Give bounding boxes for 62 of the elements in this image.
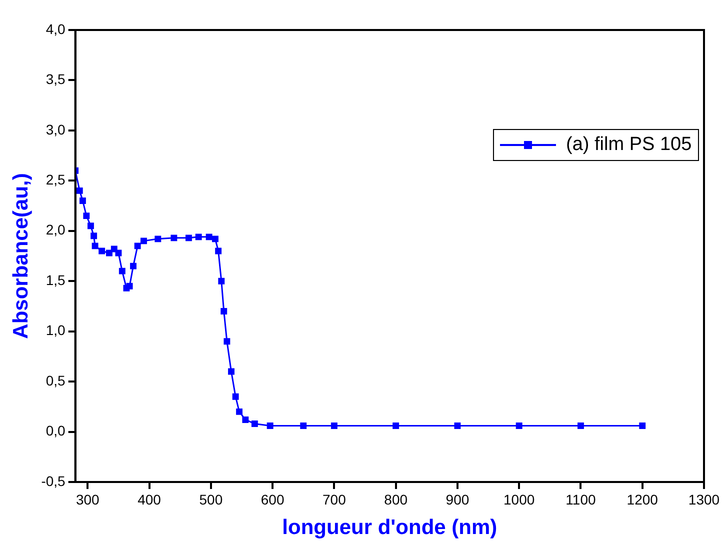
point <box>98 248 106 254</box>
x-tick-label: 1300 <box>688 491 720 508</box>
point <box>232 393 239 400</box>
y-tick-label: 0,0 <box>46 422 66 439</box>
point <box>195 234 202 240</box>
point <box>578 422 584 429</box>
point <box>251 420 258 427</box>
x-tick-label: 600 <box>260 491 284 508</box>
point <box>206 234 212 240</box>
x-axis-title: longueur d'onde (nm) <box>282 516 498 540</box>
point <box>224 338 230 345</box>
point <box>106 250 112 256</box>
point <box>300 422 307 429</box>
point <box>266 422 274 429</box>
x-tick-label: 400 <box>138 491 162 508</box>
y-tick-label: 2,0 <box>46 222 66 238</box>
y-tick-label: 2,5 <box>46 172 66 188</box>
point <box>83 212 90 220</box>
point <box>215 248 222 254</box>
point <box>639 422 646 429</box>
point <box>516 422 522 429</box>
y-tick-label: 4,0 <box>46 20 66 37</box>
point <box>242 416 249 423</box>
point <box>186 234 192 242</box>
x-tick-label: 1100 <box>566 491 596 508</box>
y-tick-label: 0,5 <box>46 372 66 388</box>
y-tick-label: 3,5 <box>46 71 66 88</box>
point <box>90 232 98 240</box>
point <box>154 236 162 242</box>
point <box>454 422 461 429</box>
x-tick-label: 1000 <box>504 491 535 508</box>
y-tick-label: -0,5 <box>41 472 66 489</box>
y-tick-label: 3,0 <box>46 121 66 138</box>
point <box>330 422 338 429</box>
point <box>212 236 218 242</box>
x-tick-label: 700 <box>322 491 346 508</box>
x-tick-label: 300 <box>76 491 100 508</box>
point <box>92 242 98 250</box>
x-tick-label: 900 <box>446 491 470 508</box>
x-tick-label: 500 <box>199 491 223 508</box>
point <box>130 262 136 270</box>
point <box>110 246 118 252</box>
x-tick-label: 800 <box>384 491 408 508</box>
point <box>228 368 234 375</box>
point <box>236 408 242 415</box>
point <box>134 242 141 250</box>
point <box>118 268 126 274</box>
point <box>115 250 122 256</box>
point <box>126 282 133 290</box>
point <box>392 422 400 429</box>
y-tick-label: 1,0 <box>46 322 66 338</box>
point <box>88 222 94 230</box>
point <box>218 278 225 284</box>
point <box>220 308 228 314</box>
point <box>79 198 86 204</box>
y-tick-label: 1,5 <box>46 272 66 288</box>
point <box>76 187 83 194</box>
point <box>140 238 147 244</box>
y-axis-title: Absorbance(au,) <box>9 173 32 339</box>
legend-label: (a) film PS 105 <box>566 134 692 156</box>
point <box>170 234 178 242</box>
x-tick-label: 1200 <box>626 491 658 508</box>
